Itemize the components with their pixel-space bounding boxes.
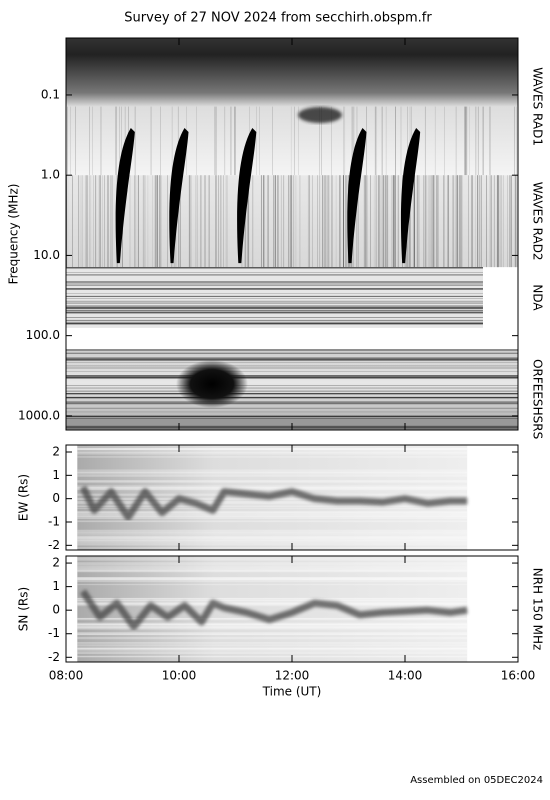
source-track: [80, 589, 468, 631]
y-tick-label: 0.1: [41, 87, 60, 101]
radio-blob: [298, 107, 342, 123]
y-tick-label: 1.0: [41, 168, 60, 182]
y-tick-label: 100.0: [26, 328, 60, 342]
footer: Assembled on 05DEC2024: [410, 775, 543, 786]
y-tick-label: 0: [52, 491, 60, 505]
y-tick-label: 2: [52, 445, 60, 459]
y-tick-label: 1: [52, 579, 60, 593]
spectrogram: [65, 38, 518, 662]
band-label: WAVES RAD2: [531, 182, 545, 261]
band: [66, 349, 518, 416]
y-tick-label: -2: [48, 650, 60, 664]
y-tick-label: 1: [52, 468, 60, 482]
band-label: HSRS: [531, 407, 545, 440]
type-iii-burst: [400, 128, 421, 264]
radio-blob: [176, 360, 248, 408]
band-label: ORFEES: [531, 359, 545, 406]
y-tick-label: 2: [52, 556, 60, 570]
x-tick-label: 14:00: [388, 669, 423, 683]
x-tick-label: 08:00: [49, 669, 84, 683]
y-tick-label: 1000.0: [18, 408, 60, 422]
band-label: WAVES RAD1: [531, 67, 545, 146]
y-tick-label: -2: [48, 538, 60, 552]
band-label: NDA: [531, 284, 545, 311]
nrh-label: NRH 150 MHz: [531, 568, 545, 651]
y-tick-label: -1: [48, 626, 60, 640]
y-tick-label: 0: [52, 603, 60, 617]
band: [66, 267, 483, 328]
y-axis-label: EW (Rs): [17, 474, 31, 521]
type-iii-burst: [347, 128, 367, 264]
x-tick-label: 16:00: [501, 669, 536, 683]
band: [66, 175, 518, 268]
y-axis-label: SN (Rs): [17, 587, 31, 631]
y-tick-label: -1: [48, 515, 60, 529]
x-tick-label: 12:00: [275, 669, 310, 683]
type-iii-burst: [237, 128, 257, 264]
y-tick-label: 10.0: [33, 248, 60, 262]
title: Survey of 27 NOV 2024 from secchirh.obsp…: [124, 11, 432, 26]
x-tick-label: 10:00: [162, 669, 197, 683]
x-axis-label: Time (UT): [262, 685, 322, 699]
type-iii-burst: [115, 128, 135, 264]
y-axis-label: Frequency (MHz): [7, 184, 21, 285]
source-track: [79, 485, 468, 521]
type-iii-burst: [169, 128, 189, 264]
band: [66, 38, 518, 176]
